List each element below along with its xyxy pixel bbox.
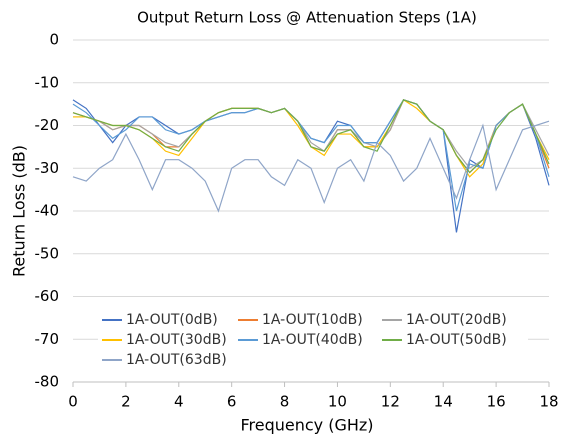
x-tick-label: 18 <box>539 393 558 411</box>
x-tick-label: 6 <box>227 393 237 411</box>
legend-label: 1A-OUT(20dB) <box>406 312 507 328</box>
y-tick-label: -60 <box>35 287 60 305</box>
chart-title: Output Return Loss @ Attenuation Steps (… <box>137 9 477 27</box>
x-tick-label: 12 <box>381 393 400 411</box>
x-tick-label: 8 <box>280 393 290 411</box>
legend-label: 1A-OUT(40dB) <box>262 332 363 348</box>
y-axis-label: Return Loss (dB) <box>10 145 29 277</box>
y-tick-label: -30 <box>35 159 60 177</box>
x-tick-label: 14 <box>434 393 453 411</box>
legend-label: 1A-OUT(63dB) <box>126 352 227 368</box>
legend-bg <box>98 309 528 371</box>
y-tick-label: -40 <box>35 202 60 220</box>
x-tick-label: 10 <box>328 393 347 411</box>
y-tick-label: -80 <box>35 373 60 391</box>
y-tick-label: -50 <box>35 244 60 262</box>
series-line <box>72 120 550 213</box>
x-tick-label: 0 <box>68 393 78 411</box>
series-line <box>72 99 550 212</box>
x-tick-label: 4 <box>174 393 184 411</box>
y-tick-label: 0 <box>49 31 59 49</box>
y-tick-label: -10 <box>35 73 60 91</box>
legend-label: 1A-OUT(30dB) <box>126 332 227 348</box>
x-tick-label: 16 <box>487 393 506 411</box>
legend-label: 1A-OUT(50dB) <box>406 332 507 348</box>
series-line <box>72 99 550 174</box>
y-tick-label: -70 <box>35 330 60 348</box>
series-line <box>73 99 550 170</box>
x-axis-label: Frequency (GHz) <box>240 416 373 435</box>
legend-label: 1A-OUT(10dB) <box>262 312 363 328</box>
y-tick-label: -20 <box>35 116 60 134</box>
legend-label: 1A-OUT(0dB) <box>126 312 218 328</box>
x-tick-label: 2 <box>121 393 131 411</box>
